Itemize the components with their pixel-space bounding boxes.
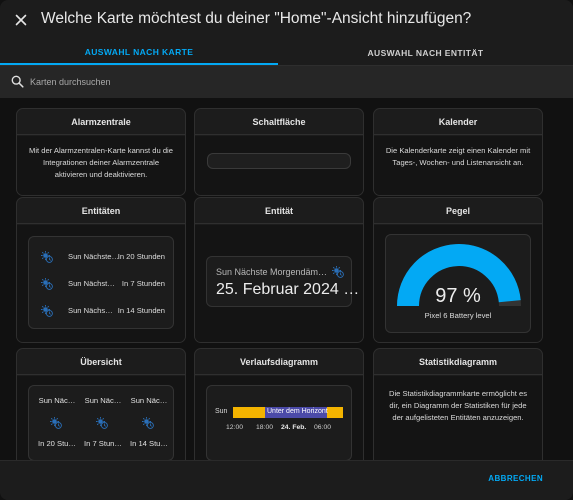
entity-name: Sun Nächste Morgendäm…: [216, 267, 328, 277]
card-title: Entitäten: [17, 198, 185, 224]
tab-by-entity[interactable]: AUSWAHL NACH ENTITÄT: [367, 47, 484, 58]
entity-preview: Sun Nächste Morgendäm… 25. Februar 2024 …: [206, 256, 359, 307]
card-title: Verlaufsdiagramm: [195, 349, 363, 375]
card-grid: Alarmzentrale Mit der Alarmzentralen-Kar…: [0, 98, 573, 460]
history-entity-label: Sun: [215, 408, 228, 415]
card-button[interactable]: Schaltfläche: [194, 108, 364, 196]
card-statistics-graph[interactable]: Statistikdiagramm Die Statistikdiagrammk…: [373, 348, 543, 460]
entity-name: Sun Nächste…: [68, 252, 120, 261]
card-preview: Mit der Alarmzentralen-Karte kannst du d…: [17, 136, 185, 195]
card-preview: Sun Nächste Morgendäm… 25. Februar 2024 …: [195, 225, 363, 342]
sun-clock-icon: [332, 266, 344, 278]
glance-name: Sun Näc…: [38, 396, 76, 405]
entity-state: In 20 Stunden: [117, 252, 165, 261]
close-button[interactable]: [10, 9, 32, 31]
history-tick: 06:00: [314, 424, 332, 431]
entity-name: Sun Nächst…: [68, 279, 115, 288]
tab-by-card[interactable]: AUSWAHL NACH KARTE: [0, 40, 278, 65]
history-segment-above: [233, 407, 265, 418]
sun-clock-icon: [50, 417, 62, 429]
gauge-fill: [397, 244, 521, 307]
card-description: Die Kalenderkarte zeigt einen Kalender m…: [385, 146, 531, 167]
entity-state: In 7 Stunden: [121, 279, 165, 288]
button-preview: [207, 153, 351, 169]
card-alarm-panel[interactable]: Alarmzentrale Mit der Alarmzentralen-Kar…: [16, 108, 186, 196]
entity-row: Sun Nächst… In 7 Stunden: [29, 277, 173, 291]
card-preview: Sun Unter dem Horizont 12:00 18:00 24. F…: [195, 376, 363, 460]
card-preview: Sun Näc… In 20 Stu… Sun Näc… In 7 Stun… …: [17, 376, 185, 460]
tab-bar: AUSWAHL NACH KARTE AUSWAHL NACH ENTITÄT: [0, 40, 573, 66]
search-bar: [0, 66, 573, 98]
history-tick: 12:00: [226, 424, 244, 431]
dialog-footer: ABBRECHEN: [0, 460, 573, 500]
card-title: Übersicht: [17, 349, 185, 375]
glance-item: Sun Näc… In 20 Stu…: [35, 386, 79, 460]
glance-state: In 14 Stu…: [130, 439, 168, 448]
card-description: Mit der Alarmzentralen-Karte kannst du d…: [29, 146, 173, 179]
glance-name: Sun Näc…: [84, 396, 122, 405]
entity-row: Sun Nächste… In 20 Stunden: [29, 250, 173, 264]
sun-clock-icon: [96, 417, 108, 429]
card-entity[interactable]: Entität Sun Nächste Morgendäm… 25. Febru…: [194, 197, 364, 343]
history-segment-below: [265, 407, 327, 418]
search-icon: [11, 75, 24, 88]
cancel-button[interactable]: ABBRECHEN: [488, 474, 543, 483]
card-title: Statistikdiagramm: [374, 349, 542, 375]
card-entities[interactable]: Entitäten Sun Nächste… In 20 Stunden Sun…: [16, 197, 186, 343]
glance-state: In 20 Stu…: [38, 439, 76, 448]
history-segment-label: Unter dem Horizont: [267, 408, 328, 415]
sun-clock-icon: [41, 305, 53, 317]
entity-value: 25. Februar 2024 …: [216, 281, 360, 298]
card-history-graph[interactable]: Verlaufsdiagramm Sun Unter dem Horizont …: [194, 348, 364, 460]
card-title: Alarmzentrale: [17, 109, 185, 135]
entity-name: Sun Nächs…: [68, 306, 113, 315]
card-description: Die Statistikdiagrammkarte ermöglicht es…: [388, 389, 527, 422]
gauge-value: 97 %: [435, 285, 481, 307]
card-preview: Die Kalenderkarte zeigt einen Kalender m…: [374, 136, 542, 195]
entities-preview: Sun Nächste… In 20 Stunden Sun Nächst… I…: [28, 236, 174, 329]
card-preview: Sun Nächste… In 20 Stunden Sun Nächst… I…: [17, 225, 185, 342]
card-title: Entität: [195, 198, 363, 224]
card-title: Kalender: [374, 109, 542, 135]
history-segment-above: [327, 407, 343, 418]
glance-item: Sun Näc… In 7 Stun…: [81, 386, 125, 460]
glance-item: Sun Näc… In 14 Stu…: [127, 386, 171, 460]
card-glance[interactable]: Übersicht Sun Näc… In 20 Stu… Sun Näc… I…: [16, 348, 186, 460]
entity-row: Sun Nächs… In 14 Stunden: [29, 304, 173, 318]
sun-clock-icon: [41, 278, 53, 290]
sun-clock-icon: [41, 251, 53, 263]
gauge-preview: 97 % Pixel 6 Battery level: [385, 234, 531, 333]
glance-state: In 7 Stun…: [84, 439, 122, 448]
history-tick: 18:00: [256, 424, 274, 431]
close-icon: [15, 14, 27, 26]
card-gauge[interactable]: Pegel 97 % Pixel 6 Battery level: [373, 197, 543, 343]
card-title: Pegel: [374, 198, 542, 224]
gauge-entity-name: Pixel 6 Battery level: [424, 311, 492, 320]
glance-preview: Sun Näc… In 20 Stu… Sun Näc… In 7 Stun… …: [28, 385, 174, 460]
gauge-dial: [397, 244, 521, 307]
card-preview: [195, 136, 363, 195]
search-input[interactable]: [30, 72, 560, 92]
dialog-header: Welche Karte möchtest du deiner "Home"-A…: [0, 0, 573, 38]
dialog-title: Welche Karte möchtest du deiner "Home"-A…: [41, 10, 472, 27]
card-calendar[interactable]: Kalender Die Kalenderkarte zeigt einen K…: [373, 108, 543, 196]
glance-name: Sun Näc…: [130, 396, 168, 405]
entity-state: In 14 Stunden: [117, 306, 165, 315]
history-tick: 24. Feb.: [281, 424, 307, 431]
card-preview: Die Statistikdiagrammkarte ermöglicht es…: [374, 376, 542, 460]
card-preview: 97 % Pixel 6 Battery level: [374, 225, 542, 342]
history-preview: Sun Unter dem Horizont 12:00 18:00 24. F…: [206, 385, 352, 460]
card-title: Schaltfläche: [195, 109, 363, 135]
sun-clock-icon: [142, 417, 154, 429]
